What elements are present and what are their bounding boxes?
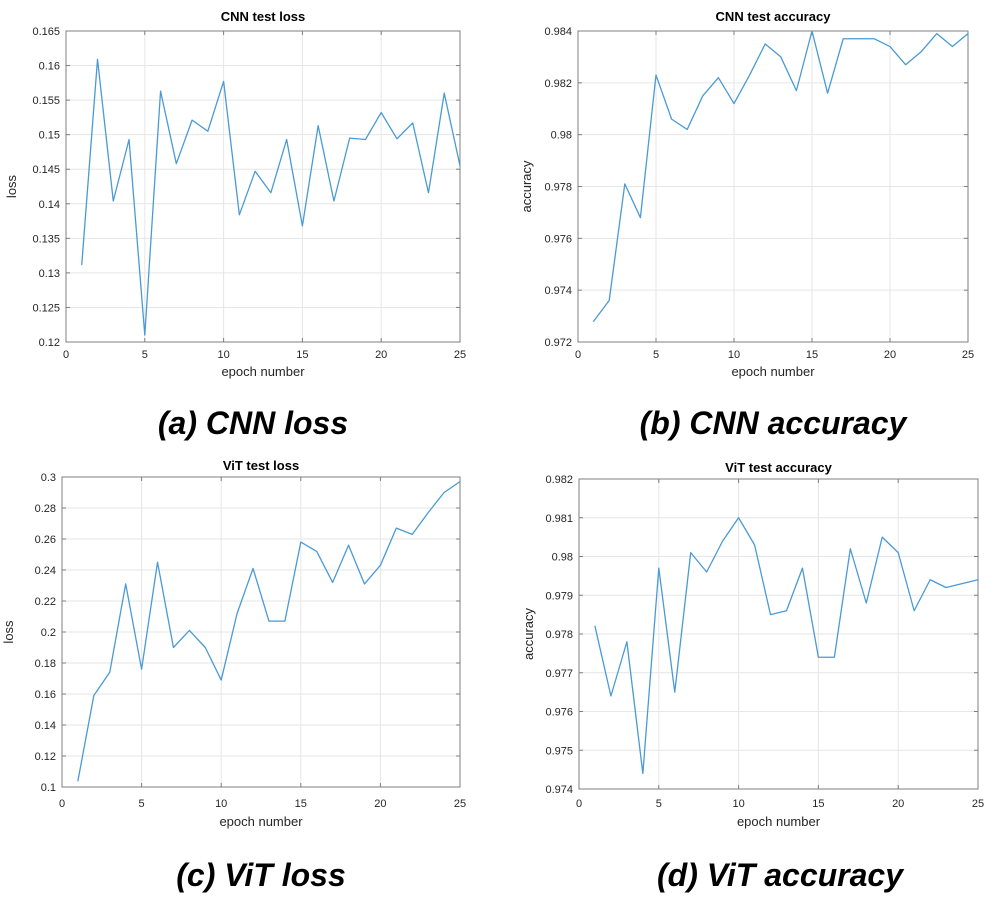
plot-border <box>65 30 461 343</box>
x-tick-label: 10 <box>215 798 227 810</box>
y-tick-label: 0.978 <box>545 629 573 641</box>
chart-cnn-test-loss: 0 5 10 15 20 25 0.12 0.125 0.13 0.135 0.14 0.145 0.1… <box>0 0 500 450</box>
x-axis-label: epoch number <box>731 364 815 379</box>
y-tick-label: 0.18 <box>35 658 56 670</box>
grid <box>579 479 978 789</box>
x-tick-label: 0 <box>575 349 581 361</box>
y-tick-label: 0.979 <box>545 590 573 602</box>
grid <box>62 477 460 787</box>
y-tick-label: 0.12 <box>39 337 60 349</box>
grid <box>66 31 460 342</box>
caption-c: (c) ViT loss <box>176 857 346 893</box>
caption-a: (a) CNN loss <box>157 405 349 441</box>
chart-vit-test-loss: 0 5 10 15 20 25 0.1 0.12 0.14 0.16 0.18 0.2 0.22 0.24… <box>0 455 500 915</box>
y-axis-label: loss <box>4 174 19 198</box>
x-tick-label: 10 <box>728 349 740 361</box>
y-tick-label: 0.16 <box>39 61 60 73</box>
y-tick-label: 0.165 <box>32 26 60 38</box>
x-tick-label: 0 <box>576 798 582 810</box>
y-tick-label: 0.14 <box>35 720 56 732</box>
y-tick-label: 0.12 <box>35 751 56 763</box>
x-tick-label: 15 <box>295 798 307 810</box>
y-tick-label: 0.98 <box>551 130 572 142</box>
chart-title: CNN test accuracy <box>716 9 832 24</box>
y-tick-label: 0.13 <box>39 268 60 280</box>
y-tick-label: 0.976 <box>544 233 572 245</box>
y-tick-label: 0.981 <box>545 513 573 525</box>
x-tick-label: 25 <box>454 349 466 361</box>
x-tick-label: 20 <box>884 349 896 361</box>
x-tick-label: 5 <box>142 349 148 361</box>
axis-ticks <box>578 478 979 790</box>
y-tick-label: 0.978 <box>544 182 572 194</box>
grid <box>578 31 968 342</box>
x-tick-label: 15 <box>296 349 308 361</box>
axis-ticks <box>65 30 461 343</box>
series-line <box>594 517 979 775</box>
x-tick-label: 5 <box>656 798 662 810</box>
chart-vit-test-accuracy: 0 5 10 15 20 25 0.974 0.975 0.976 0.977 0.978 0.979… <box>500 455 1000 915</box>
y-tick-label: 0.982 <box>544 78 572 90</box>
x-axis-label: epoch number <box>737 814 821 829</box>
chart-title: ViT test accuracy <box>725 460 832 475</box>
y-tick-label: 0.26 <box>35 534 56 546</box>
x-tick-label: 10 <box>217 349 229 361</box>
x-axis-label: epoch number <box>221 364 305 379</box>
y-tick-label: 0.145 <box>32 164 60 176</box>
cnn-test-loss-plot: 0 5 10 15 20 25 0.12 0.125 0.13 0.135 0.14 0.145 0.1… <box>4 9 466 379</box>
y-tick-label: 0.982 <box>545 474 573 486</box>
y-tick-label: 0.98 <box>552 552 573 564</box>
x-tick-label: 25 <box>454 798 466 810</box>
x-tick-label: 25 <box>972 798 984 810</box>
y-tick-label: 0.974 <box>544 285 572 297</box>
y-tick-label: 0.28 <box>35 503 56 515</box>
vit-test-accuracy-plot: 0 5 10 15 20 25 0.974 0.975 0.976 0.977 0.978 0.979… <box>521 460 984 829</box>
chart-title: ViT test loss <box>223 458 299 473</box>
y-tick-label: 0.976 <box>545 707 573 719</box>
chart-title: CNN test loss <box>221 9 306 24</box>
y-tick-label: 0.15 <box>39 130 60 142</box>
y-axis-label: accuracy <box>521 607 536 660</box>
chart-cnn-test-accuracy: 0 5 10 15 20 25 0.972 0.974 0.976 0.978 0.98 0.982 0… <box>500 0 1000 450</box>
axis-ticks <box>61 476 461 788</box>
x-tick-label: 5 <box>653 349 659 361</box>
x-tick-label: 0 <box>59 798 65 810</box>
caption-d: (d) ViT accuracy <box>656 857 903 893</box>
y-tick-label: 0.975 <box>545 745 573 757</box>
axis-ticks <box>577 30 969 343</box>
y-tick-label: 0.22 <box>35 596 56 608</box>
y-tick-label: 0.974 <box>545 784 573 796</box>
x-tick-label: 10 <box>732 798 744 810</box>
y-axis-label: loss <box>1 620 16 644</box>
y-tick-label: 0.984 <box>544 26 572 38</box>
y-tick-label: 0.135 <box>32 233 60 245</box>
series-line <box>81 58 461 336</box>
x-tick-label: 20 <box>375 349 387 361</box>
x-tick-label: 15 <box>812 798 824 810</box>
x-tick-label: 25 <box>962 349 974 361</box>
x-tick-label: 15 <box>806 349 818 361</box>
y-tick-label: 0.3 <box>41 472 56 484</box>
y-tick-label: 0.24 <box>35 565 56 577</box>
caption-b: (b) CNN accuracy <box>639 405 907 441</box>
series-line <box>592 30 969 322</box>
vit-test-loss-plot: 0 5 10 15 20 25 0.1 0.12 0.14 0.16 0.18 0.2 0.22 0.24… <box>1 458 466 829</box>
cnn-test-accuracy-plot: 0 5 10 15 20 25 0.972 0.974 0.976 0.978 0.98 0.982 0… <box>519 9 974 379</box>
y-tick-label: 0.977 <box>545 668 573 680</box>
y-tick-label: 0.972 <box>544 337 572 349</box>
y-tick-label: 0.2 <box>41 627 56 639</box>
x-axis-label: epoch number <box>219 814 303 829</box>
y-tick-label: 0.155 <box>32 95 60 107</box>
y-tick-label: 0.125 <box>32 302 60 314</box>
x-tick-label: 0 <box>63 349 69 361</box>
x-tick-label: 20 <box>892 798 904 810</box>
y-tick-label: 0.1 <box>41 782 56 794</box>
x-tick-label: 20 <box>374 798 386 810</box>
y-tick-label: 0.16 <box>35 689 56 701</box>
y-axis-label: accuracy <box>519 160 534 213</box>
y-tick-label: 0.14 <box>39 199 60 211</box>
x-tick-label: 5 <box>139 798 145 810</box>
series-line <box>77 480 461 782</box>
